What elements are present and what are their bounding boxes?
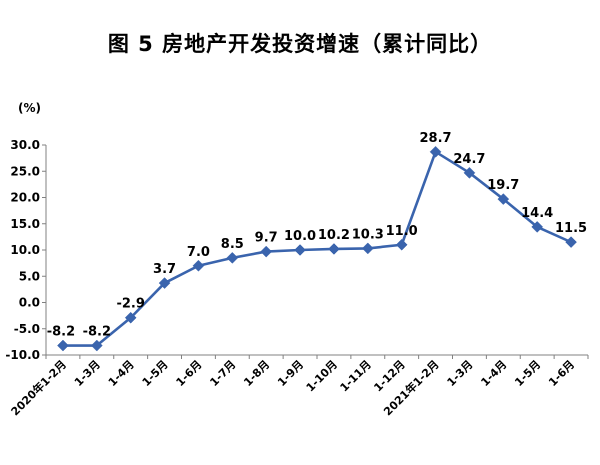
data-point-marker bbox=[192, 259, 205, 272]
y-tick-label: 30.0 bbox=[10, 138, 40, 152]
data-label: -2.9 bbox=[116, 297, 144, 312]
series-line-layer bbox=[62, 150, 572, 347]
x-tick-label: 1-8月 bbox=[241, 358, 272, 389]
y-tick-label: 20.0 bbox=[10, 191, 40, 205]
x-tick-label: 1-6月 bbox=[546, 358, 577, 389]
x-tick-label: 1-3月 bbox=[72, 358, 103, 389]
data-label: 28.7 bbox=[420, 131, 452, 146]
data-label: -8.2 bbox=[47, 325, 75, 340]
data-point-marker bbox=[57, 339, 69, 352]
x-tick-label: 1-9月 bbox=[275, 358, 306, 389]
data-label: 11.0 bbox=[386, 224, 418, 239]
x-tick-label: 1-10月 bbox=[304, 358, 340, 394]
series-line bbox=[62, 150, 572, 347]
y-tick-label: -5.0 bbox=[14, 322, 40, 336]
data-point-marker bbox=[158, 277, 171, 289]
data-label: -8.2 bbox=[83, 325, 111, 340]
data-label: 3.7 bbox=[153, 262, 176, 277]
data-label: 7.0 bbox=[187, 245, 210, 260]
data-point-marker bbox=[565, 236, 577, 248]
y-tick-label: 25.0 bbox=[10, 164, 40, 178]
marker-layer bbox=[57, 145, 577, 352]
data-point-marker bbox=[90, 339, 103, 352]
data-label: 10.2 bbox=[318, 228, 350, 243]
data-label-layer: -8.2 -8.2 -2.9 3.7 7.0 8.5 9.7 10.0 10.2 10.3 11.0… bbox=[47, 131, 587, 340]
data-point-marker bbox=[395, 238, 408, 251]
x-tick-label: 1-4月 bbox=[106, 358, 137, 389]
data-point-marker bbox=[463, 166, 476, 179]
data-point-marker bbox=[497, 193, 510, 205]
unit-label: (%) bbox=[18, 101, 41, 115]
chart-title: 图 5 房地产开发投资增速（累计同比） bbox=[107, 32, 493, 56]
data-label: 19.7 bbox=[487, 178, 519, 193]
data-point-marker bbox=[328, 243, 340, 255]
x-tick-label: 1-4月 bbox=[478, 358, 509, 389]
y-tick-label: -10.0 bbox=[5, 348, 40, 362]
x-tick-label: 2020年1-2月 bbox=[8, 357, 69, 418]
data-label: 10.3 bbox=[352, 227, 384, 242]
y-tick-label: 15.0 bbox=[10, 217, 40, 231]
data-label: 9.7 bbox=[255, 231, 278, 246]
x-tick-label: 1-5月 bbox=[140, 358, 171, 389]
data-label: 10.0 bbox=[284, 229, 316, 244]
data-label: 8.5 bbox=[221, 237, 244, 252]
data-point-marker bbox=[260, 245, 273, 258]
y-tick-label: 5.0 bbox=[19, 269, 40, 283]
y-tick-label: 10.0 bbox=[10, 243, 40, 257]
data-point-marker bbox=[226, 252, 239, 264]
data-point-marker bbox=[124, 311, 137, 324]
y-tick-label: 0.0 bbox=[19, 296, 40, 310]
data-point-marker bbox=[531, 221, 544, 233]
data-label: 11.5 bbox=[555, 221, 587, 236]
data-point-marker bbox=[361, 242, 374, 255]
x-tick-label: 1-5月 bbox=[512, 358, 543, 389]
data-label: 14.4 bbox=[521, 206, 553, 221]
data-point-marker bbox=[294, 244, 306, 256]
data-point-marker bbox=[429, 145, 442, 158]
x-tick-label: 1-11月 bbox=[337, 358, 373, 394]
data-label: 24.7 bbox=[453, 152, 485, 167]
x-tick-label: 1-7月 bbox=[207, 358, 238, 389]
x-tick-label: 1-3月 bbox=[445, 358, 476, 389]
x-tick-label: 1-6月 bbox=[174, 358, 205, 389]
